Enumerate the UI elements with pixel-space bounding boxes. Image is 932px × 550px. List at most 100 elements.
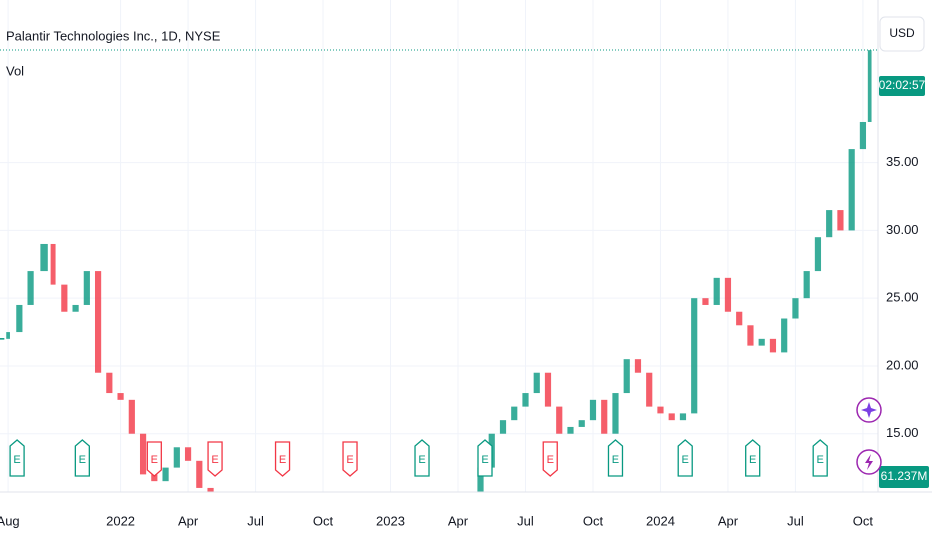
candle [623, 359, 630, 394]
candle [747, 325, 754, 346]
y-tick-label: 30.00 [886, 222, 919, 237]
candle [499, 420, 507, 434]
x-tick-label: Apr [178, 513, 199, 528]
candle [646, 372, 653, 407]
candle [826, 210, 833, 238]
candle [477, 467, 484, 492]
currency[interactable]: USD [889, 26, 915, 40]
earnings-label: E [749, 454, 756, 466]
candle [668, 413, 675, 421]
earnings-marker [207, 441, 223, 477]
sparkle-icon [861, 402, 877, 418]
earnings-label: E [612, 454, 619, 466]
earnings-marker [9, 439, 25, 477]
earnings-label: E [279, 454, 286, 466]
candle [713, 277, 720, 305]
candle [589, 399, 597, 421]
earnings-label: E [79, 454, 86, 466]
x-tick-label: 2024 [646, 513, 675, 528]
candle [27, 271, 34, 305]
candle [207, 487, 214, 492]
candle [151, 474, 158, 482]
earnings-marker [607, 439, 624, 477]
x-tick-label: Jul [787, 513, 804, 528]
x-tick-label: Aug [0, 513, 20, 528]
candle [533, 372, 540, 394]
earnings-label: E [346, 454, 353, 466]
candle [848, 149, 855, 231]
candle [578, 420, 585, 427]
candle [50, 243, 56, 285]
candle [16, 304, 23, 333]
candle [781, 318, 788, 353]
indicator-label: Vol [6, 63, 24, 78]
earnings-marker [342, 441, 358, 477]
y-tick-label: 15.00 [886, 425, 919, 440]
candle [128, 399, 135, 434]
x-tick-label: Oct [313, 513, 334, 528]
x-tick-label: 2023 [376, 513, 405, 528]
candle [792, 298, 799, 319]
candle [837, 210, 844, 231]
earnings-marker [745, 439, 761, 477]
chart-title: Palantir Technologies Inc., 1D, NYSE [6, 28, 221, 43]
candle [601, 399, 608, 434]
volume-label: 61.237M [881, 469, 928, 483]
candle [859, 121, 867, 150]
y-tick-label: 35.00 [886, 154, 919, 169]
candle [522, 393, 529, 407]
x-tick-label: Oct [583, 513, 604, 528]
candle [6, 332, 10, 339]
earnings-marker [74, 439, 90, 477]
earnings-marker [414, 439, 430, 477]
x-tick-label: Apr [718, 513, 739, 528]
x-tick-label: Jul [517, 513, 534, 528]
candle [544, 372, 552, 407]
candle [634, 359, 642, 373]
candle [867, 50, 872, 122]
earnings-label: E [481, 454, 488, 466]
earnings-label: E [151, 454, 158, 466]
candle [83, 271, 90, 305]
candle [556, 406, 563, 434]
candle [184, 447, 192, 461]
candle [724, 277, 732, 312]
earnings-label: E [817, 454, 824, 466]
candle [162, 467, 169, 482]
earnings-marker [146, 441, 162, 477]
candle [691, 298, 698, 414]
earnings-marker [542, 441, 558, 477]
candle [196, 460, 203, 488]
earnings-label: E [547, 454, 554, 466]
earnings-label: E [13, 454, 20, 466]
currency-button[interactable] [879, 16, 925, 52]
candle [657, 406, 664, 414]
candle [511, 406, 518, 421]
candle [40, 243, 48, 272]
candle [758, 338, 765, 346]
candle [94, 271, 102, 373]
plot [0, 50, 872, 492]
earnings-label: E [211, 454, 218, 466]
y-tick-label: 25.00 [886, 290, 919, 305]
candle [567, 426, 574, 434]
candle [803, 271, 810, 299]
earnings-marker [477, 439, 493, 477]
candle [769, 338, 777, 353]
x-tick-label: Apr [448, 513, 469, 528]
earnings-marker [812, 439, 828, 477]
earnings-marker [274, 441, 291, 477]
x-tick-label: Oct [853, 513, 874, 528]
earnings-label: E [682, 454, 689, 466]
countdown: 02:02:57 [879, 78, 926, 92]
candle [679, 413, 687, 421]
candle [117, 393, 124, 400]
earnings-label: E [418, 454, 425, 466]
candle [72, 304, 79, 312]
y-tick-label: 20.00 [886, 357, 919, 372]
candle [106, 372, 113, 394]
candle [702, 298, 709, 305]
candle [612, 393, 619, 434]
earnings-marker [677, 439, 693, 477]
